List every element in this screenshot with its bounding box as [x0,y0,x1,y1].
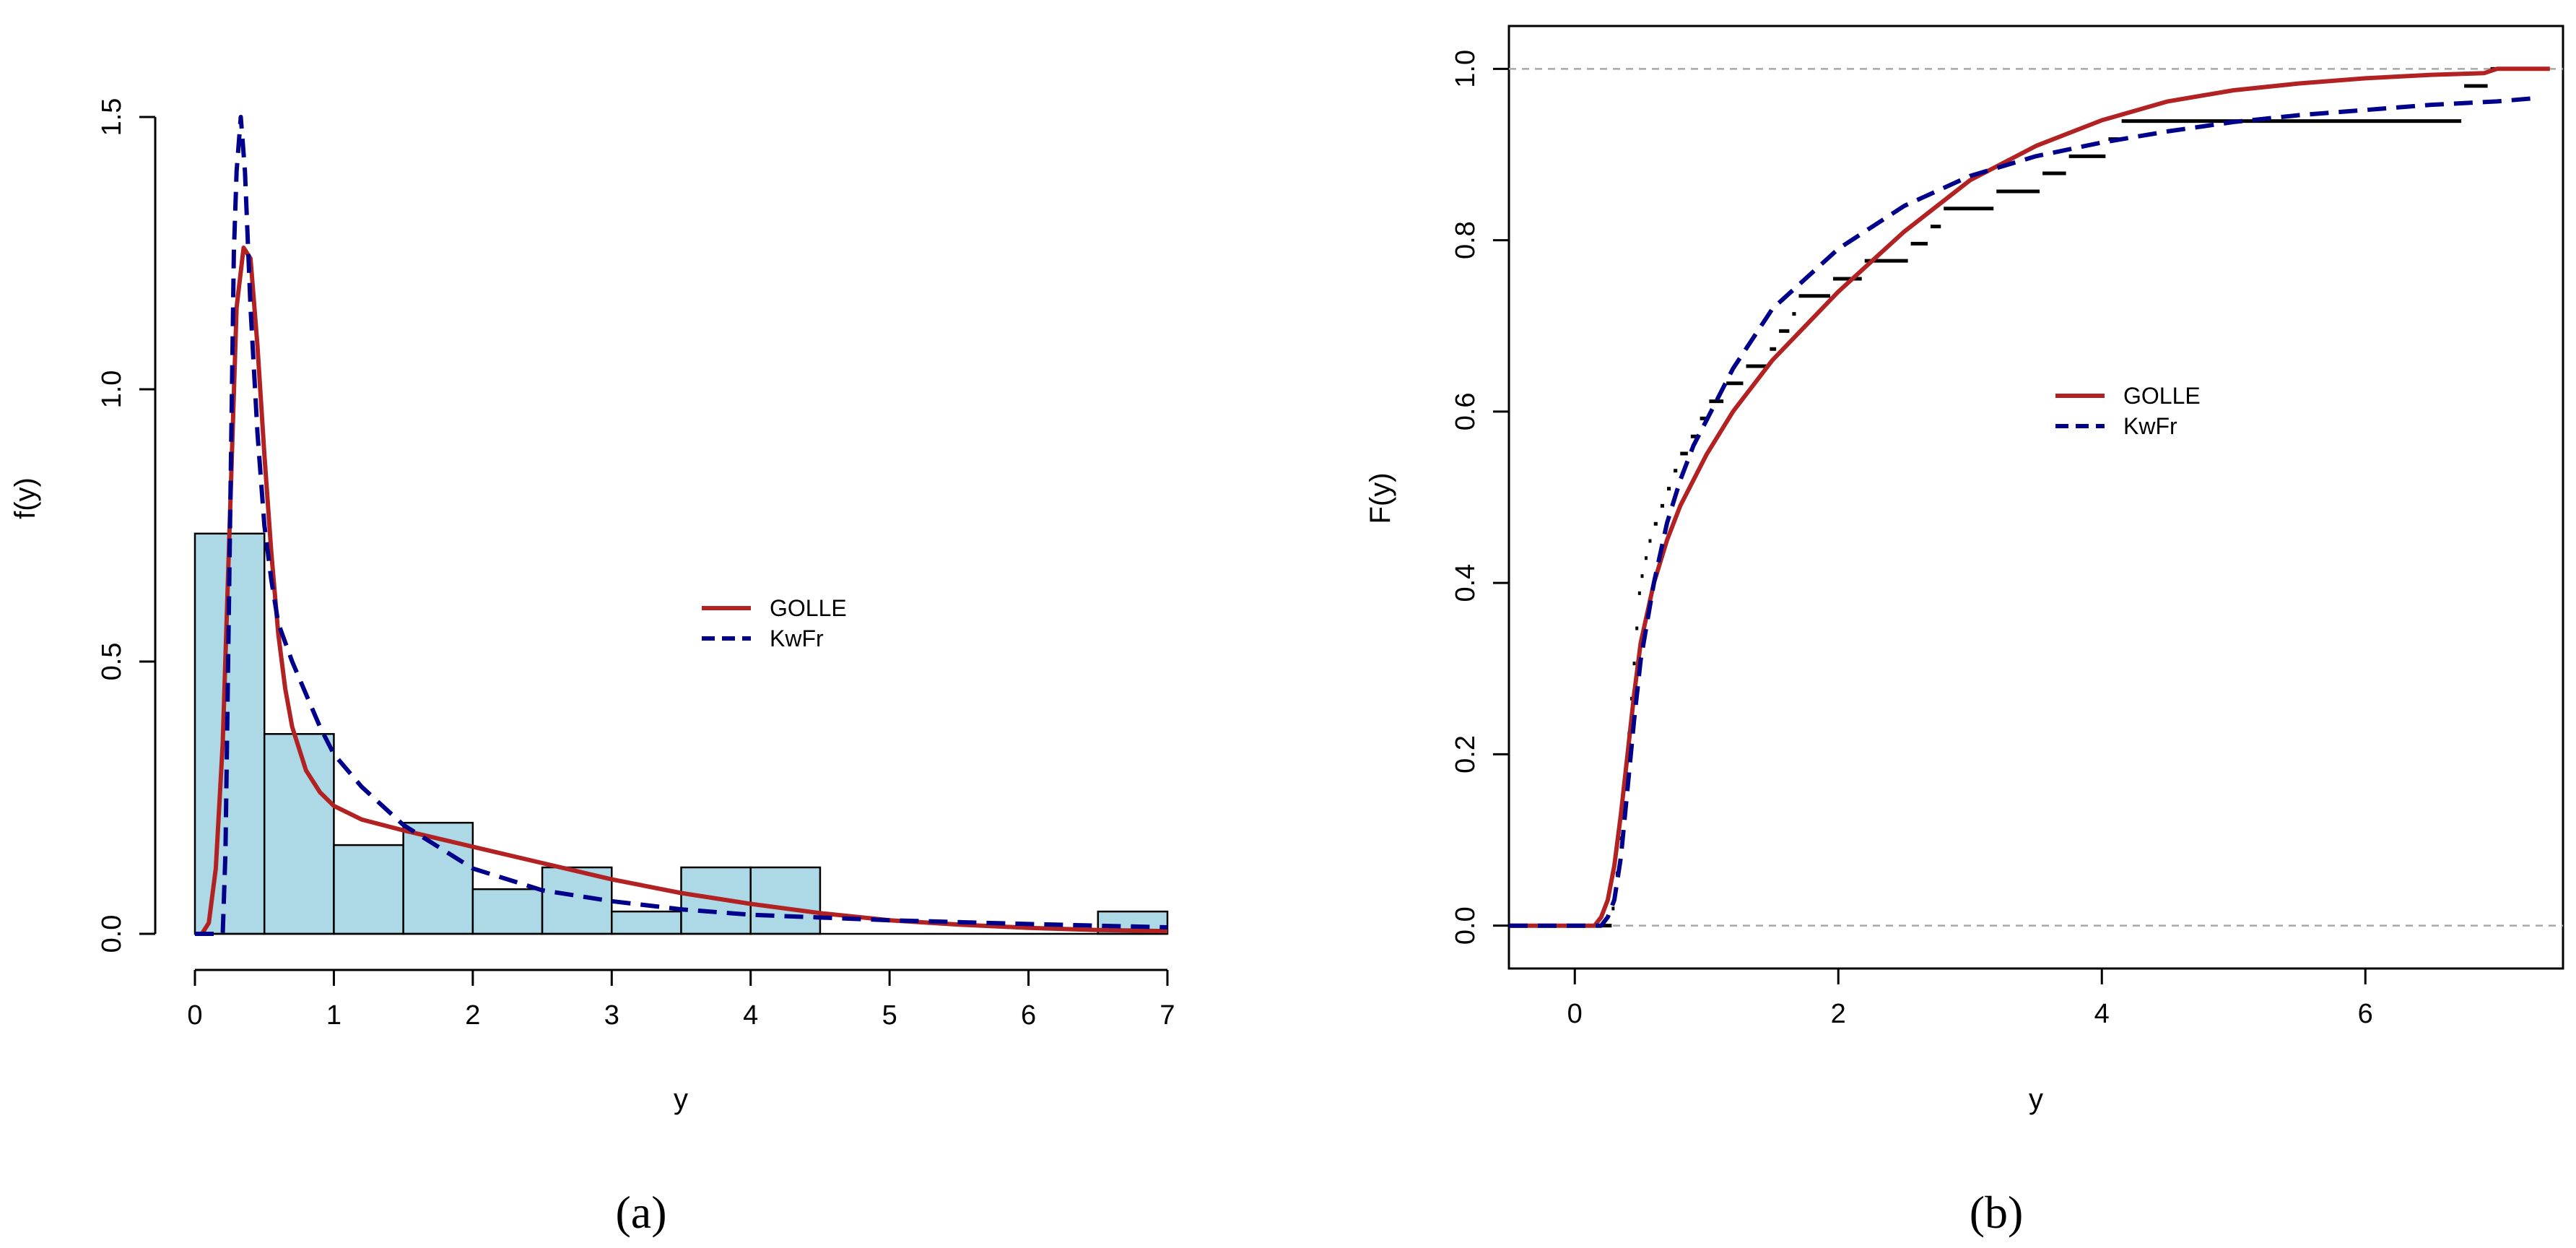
y-tick-label: 0.4 [1450,564,1481,602]
panel-a-density-plot: 0 1 2 3 4 5 6 7 0.0 0.5 1.0 1.5 y f(y) GOLLE KwFr (… [9,98,1175,1238]
histogram-bar [749,866,822,935]
series-line-golle [1509,66,2550,928]
y-axis-title: F(y) [1365,472,1396,524]
series-line-kwfr [195,115,1168,936]
cdf-curves [1509,66,2550,928]
x-tick-label: 6 [1021,1000,1036,1031]
histogram-bar [402,821,474,935]
x-tick-label: 7 [1159,1000,1175,1031]
histogram-bar [471,888,544,935]
x-tick-label: 2 [465,1000,480,1031]
y-tick-label: 0.8 [1450,221,1481,259]
histogram-bar [333,844,404,935]
density-curves [195,115,1168,936]
y-tick-label: 0.5 [97,643,127,681]
y-tick-label: 0.2 [1450,735,1481,774]
y-axis: 0.0 0.5 1.0 1.5 [97,98,157,953]
x-tick-label: 0 [187,1000,202,1031]
legend-label: GOLLE [770,595,847,621]
x-tick-label: 4 [2094,999,2110,1029]
plot-frame [1507,25,2564,970]
histogram-bar [611,910,682,935]
y-tick-label: 0.0 [97,915,127,953]
legend-label: KwFr [770,625,824,651]
y-tick-label: 0.6 [1450,392,1481,430]
y-axis-title: f(y) [9,477,41,519]
x-axis-title: y [674,1083,688,1115]
y-axis: 0.0 0.2 0.4 0.6 0.8 1.0 [1450,50,1509,945]
panel-label-b: (b) [1970,1187,2024,1238]
x-tick-label: 3 [604,1000,619,1031]
x-tick-label: 4 [743,1000,758,1031]
x-tick-label: 5 [882,1000,897,1031]
x-tick-label: 0 [1567,999,1583,1029]
reference-lines [1509,68,2563,927]
legend-label: KwFr [2123,413,2177,439]
x-axis: 0 2 4 6 [1567,968,2373,1029]
histogram-bar [193,532,266,935]
y-tick-label: 1.5 [97,98,127,136]
y-tick-label: 0.0 [1450,906,1481,945]
panel-b-cdf-plot: 0 2 4 6 0.0 0.2 0.4 0.6 0.8 1.0 y F(y) GOLLE KwFr… [1365,25,2564,1238]
y-tick-label: 1.0 [1450,50,1481,88]
histogram-bars [193,532,1169,935]
y-tick-label: 1.0 [97,370,127,409]
legend: GOLLE KwFr [2055,383,2201,439]
panel-label-a: (a) [615,1187,666,1238]
series-line-kwfr [1509,95,2537,928]
legend-label: GOLLE [2123,383,2201,409]
x-tick-label: 1 [326,1000,341,1031]
x-axis-title: y [2029,1083,2043,1115]
legend: GOLLE KwFr [702,595,847,651]
x-tick-label: 6 [2358,999,2373,1029]
x-tick-label: 2 [1831,999,1846,1029]
x-axis: 0 1 2 3 4 5 6 7 [187,968,1175,1031]
histogram-bar [263,733,335,935]
